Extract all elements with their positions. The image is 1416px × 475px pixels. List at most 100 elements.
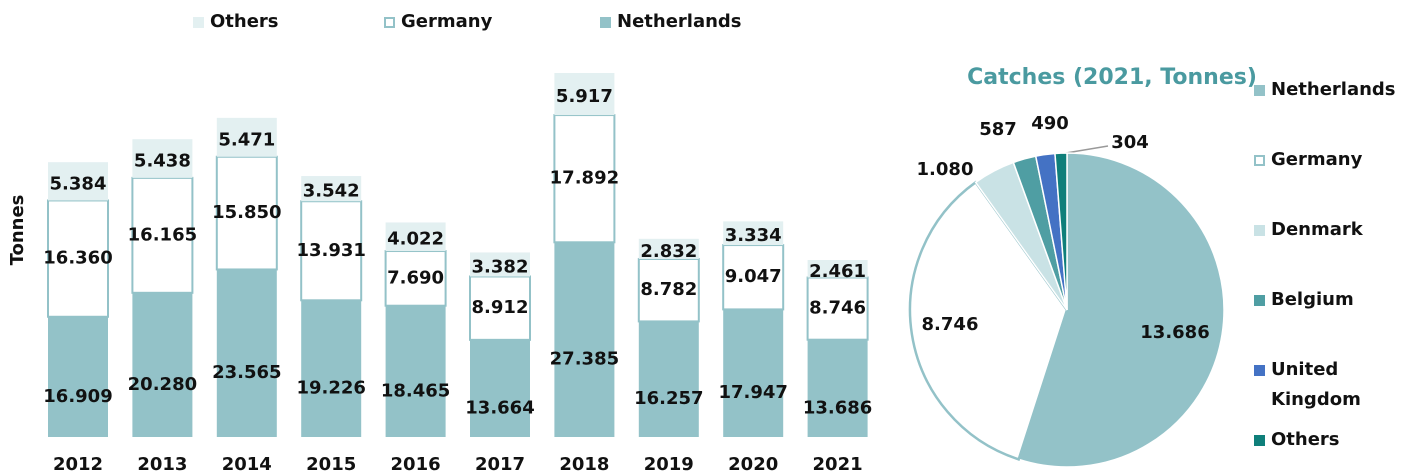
bar-segment [637,257,700,323]
data-label: 16.360 [43,248,112,269]
data-label: 3.382 [472,256,529,277]
bar-segment [385,222,446,252]
data-label: 304 [1111,132,1149,153]
legend-swatch [1254,155,1265,166]
legend-item: Netherlands [600,7,750,37]
data-label: 17.892 [550,168,619,189]
legend-swatch [1254,225,1265,236]
data-label: 20.280 [128,374,197,395]
data-label: 9.047 [725,266,782,287]
legend-swatch [600,17,611,28]
legend-swatch [1254,435,1265,446]
legend-label: Others [1271,429,1340,450]
bar-segment [807,339,868,437]
data-label: 13.686 [1140,322,1209,343]
bar-segment [723,309,784,437]
bar-segment [638,238,699,259]
bar-segment [469,275,531,341]
x-tick-label: 2018 [559,454,609,475]
x-tick-label: 2014 [222,454,272,475]
data-label: 3.542 [303,181,360,202]
x-tick-label: 2019 [644,454,694,475]
bar-segment [301,300,362,437]
legend-swatch [193,17,204,28]
x-tick-label: 2015 [306,454,356,475]
legend-swatch [1254,365,1265,376]
data-label: 5.438 [134,151,191,172]
bar-segment [215,155,278,271]
data-label: 18.465 [381,380,450,401]
data-label: 2.832 [640,241,697,262]
data-label: 13.664 [465,397,534,418]
data-label: 3.334 [725,225,782,246]
data-label: 15.850 [212,202,281,223]
data-label: 8.746 [922,314,979,335]
data-label: 8.746 [809,298,866,319]
data-label: 4.022 [387,229,444,250]
bar-segment [470,252,530,277]
data-label: 13.931 [296,240,365,261]
legend-item: Others [1254,425,1404,455]
legend-label: Netherlands [617,11,742,32]
data-label: 17.947 [718,382,787,403]
data-label: 5.917 [556,86,613,107]
bar-segment [385,305,446,437]
data-label: 13.686 [803,397,872,418]
legend-item: Belgium [1254,285,1404,315]
bar-segment [384,250,447,307]
legend-item: United Kingdom [1254,355,1404,415]
data-label: 16.257 [634,388,703,409]
data-label: 16.165 [128,224,197,245]
legend-item: Others [193,7,343,37]
legend-item: Germany [384,7,534,37]
data-label: 2.461 [809,261,866,282]
data-label: 1.080 [917,159,974,180]
pie-slice [1017,152,1225,468]
pie-title: Catches (2021, Tonnes) [967,65,1257,90]
x-tick-label: 2012 [53,454,103,475]
bar-segment [553,114,616,244]
pie-slice [908,180,1069,461]
bar-segment [807,260,868,278]
bar-segment [638,321,699,437]
bar-segment [554,73,615,116]
data-label: 8.912 [472,297,529,318]
bar-segment [48,162,108,201]
legend-label: Netherlands [1271,79,1396,100]
bar-segment [723,221,784,246]
legend-item: Denmark [1254,215,1404,245]
bar-segment [300,200,363,302]
data-label: 27.385 [550,349,619,370]
data-label: 7.690 [387,267,444,288]
legend-swatch [1254,295,1265,306]
data-label: 8.782 [640,279,697,300]
legend-label: United Kingdom [1271,359,1361,410]
bar-segment [806,276,869,341]
legend-label: Denmark [1271,219,1363,240]
bar-segment [554,242,615,437]
data-label: 23.565 [212,362,281,383]
x-tick-label: 2021 [813,454,863,475]
y-axis-label: Tonnes [7,195,28,266]
pie-slice [1054,152,1068,311]
bar-segment [47,199,109,318]
legend-item: Netherlands [1254,75,1404,105]
data-label: 490 [1031,113,1069,134]
data-label: 587 [979,119,1017,140]
leader-line [1065,145,1109,154]
data-label: 19.226 [296,378,365,399]
legend-label: Germany [1271,149,1363,170]
bar-segment [132,292,193,437]
legend-label: Belgium [1271,289,1354,310]
x-tick-label: 2020 [728,454,778,475]
legend-label: Others [210,11,279,32]
legend-item: Germany [1254,145,1404,175]
legend-swatch [1254,85,1265,96]
legend-swatch [384,17,395,28]
data-label: 5.471 [218,129,275,150]
bar-segment [48,316,108,437]
x-tick-label: 2016 [391,454,441,475]
data-label: 16.909 [43,386,112,407]
